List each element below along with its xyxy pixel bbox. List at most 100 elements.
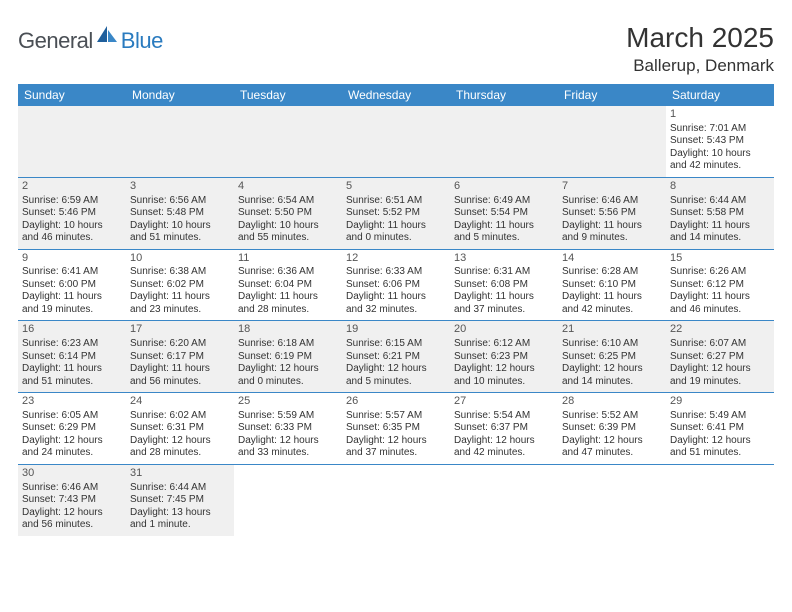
cell-line: Sunset: 5:56 PM — [562, 207, 662, 220]
cell-line: and 32 minutes. — [346, 304, 446, 317]
calendar-cell: 13Sunrise: 6:31 AMSunset: 6:08 PMDayligh… — [450, 249, 558, 321]
calendar-cell — [666, 464, 774, 535]
logo: General Blue — [18, 26, 163, 55]
day-number: 2 — [22, 180, 122, 194]
calendar-cell: 25Sunrise: 5:59 AMSunset: 6:33 PMDayligh… — [234, 393, 342, 465]
calendar-cell: 2Sunrise: 6:59 AMSunset: 5:46 PMDaylight… — [18, 177, 126, 249]
cell-line: Sunset: 7:43 PM — [22, 494, 122, 507]
day-number: 7 — [562, 180, 662, 194]
cell-line: Sunset: 6:08 PM — [454, 279, 554, 292]
cell-line: and 51 minutes. — [22, 376, 122, 389]
calendar-cell: 3Sunrise: 6:56 AMSunset: 5:48 PMDaylight… — [126, 177, 234, 249]
cell-line: Daylight: 11 hours — [22, 363, 122, 376]
calendar-week-row: 30Sunrise: 6:46 AMSunset: 7:43 PMDayligh… — [18, 464, 774, 535]
calendar-cell: 5Sunrise: 6:51 AMSunset: 5:52 PMDaylight… — [342, 177, 450, 249]
day-number: 19 — [346, 323, 446, 337]
cell-line: Sunrise: 6:49 AM — [454, 195, 554, 208]
cell-line: Sunrise: 7:01 AM — [670, 123, 770, 136]
cell-line: Sunset: 5:43 PM — [670, 135, 770, 148]
day-number: 8 — [670, 180, 770, 194]
day-number: 31 — [130, 467, 230, 481]
cell-line: Sunset: 7:45 PM — [130, 494, 230, 507]
cell-line: and 19 minutes. — [670, 376, 770, 389]
calendar-cell — [234, 106, 342, 177]
cell-line: and 28 minutes. — [238, 304, 338, 317]
day-number: 29 — [670, 395, 770, 409]
calendar-cell: 24Sunrise: 6:02 AMSunset: 6:31 PMDayligh… — [126, 393, 234, 465]
calendar-cell: 6Sunrise: 6:49 AMSunset: 5:54 PMDaylight… — [450, 177, 558, 249]
calendar-cell: 23Sunrise: 6:05 AMSunset: 6:29 PMDayligh… — [18, 393, 126, 465]
cell-line: Sunset: 6:00 PM — [22, 279, 122, 292]
day-number: 28 — [562, 395, 662, 409]
cell-line: Daylight: 11 hours — [562, 220, 662, 233]
calendar-cell — [18, 106, 126, 177]
calendar-cell: 27Sunrise: 5:54 AMSunset: 6:37 PMDayligh… — [450, 393, 558, 465]
cell-line: and 0 minutes. — [346, 232, 446, 245]
calendar-cell: 31Sunrise: 6:44 AMSunset: 7:45 PMDayligh… — [126, 464, 234, 535]
day-number: 23 — [22, 395, 122, 409]
cell-line: Daylight: 12 hours — [238, 363, 338, 376]
cell-line: and 14 minutes. — [562, 376, 662, 389]
calendar-cell: 10Sunrise: 6:38 AMSunset: 6:02 PMDayligh… — [126, 249, 234, 321]
cell-line: and 42 minutes. — [562, 304, 662, 317]
day-header: Saturday — [666, 84, 774, 106]
cell-line: and 10 minutes. — [454, 376, 554, 389]
cell-line: and 19 minutes. — [22, 304, 122, 317]
calendar-cell: 4Sunrise: 6:54 AMSunset: 5:50 PMDaylight… — [234, 177, 342, 249]
calendar-cell: 14Sunrise: 6:28 AMSunset: 6:10 PMDayligh… — [558, 249, 666, 321]
cell-line: Sunset: 6:17 PM — [130, 351, 230, 364]
cell-line: Daylight: 11 hours — [346, 220, 446, 233]
cell-line: Daylight: 11 hours — [670, 220, 770, 233]
day-number: 6 — [454, 180, 554, 194]
day-number: 25 — [238, 395, 338, 409]
cell-line: Sunrise: 5:49 AM — [670, 410, 770, 423]
calendar-cell: 19Sunrise: 6:15 AMSunset: 6:21 PMDayligh… — [342, 321, 450, 393]
cell-line: Daylight: 12 hours — [238, 435, 338, 448]
cell-line: Daylight: 12 hours — [22, 507, 122, 520]
cell-line: Daylight: 11 hours — [130, 363, 230, 376]
title-block: March 2025 Ballerup, Denmark — [626, 22, 774, 76]
cell-line: and 1 minute. — [130, 519, 230, 532]
cell-line: Daylight: 13 hours — [130, 507, 230, 520]
cell-line: Sunrise: 6:44 AM — [670, 195, 770, 208]
cell-line: Sunrise: 6:10 AM — [562, 338, 662, 351]
cell-line: Sunrise: 6:46 AM — [22, 482, 122, 495]
calendar-cell: 29Sunrise: 5:49 AMSunset: 6:41 PMDayligh… — [666, 393, 774, 465]
cell-line: Sunset: 6:37 PM — [454, 422, 554, 435]
cell-line: and 55 minutes. — [238, 232, 338, 245]
cell-line: Daylight: 10 hours — [670, 148, 770, 161]
cell-line: Sunrise: 6:33 AM — [346, 266, 446, 279]
cell-line: Sunrise: 6:12 AM — [454, 338, 554, 351]
cell-line: and 14 minutes. — [670, 232, 770, 245]
day-number: 30 — [22, 467, 122, 481]
cell-line: Sunset: 5:52 PM — [346, 207, 446, 220]
cell-line: and 9 minutes. — [562, 232, 662, 245]
calendar-cell: 11Sunrise: 6:36 AMSunset: 6:04 PMDayligh… — [234, 249, 342, 321]
cell-line: Sunset: 6:21 PM — [346, 351, 446, 364]
cell-line: Sunset: 6:12 PM — [670, 279, 770, 292]
cell-line: Daylight: 12 hours — [22, 435, 122, 448]
calendar-cell — [558, 106, 666, 177]
cell-line: Sunrise: 5:57 AM — [346, 410, 446, 423]
cell-line: and 51 minutes. — [130, 232, 230, 245]
calendar-cell: 28Sunrise: 5:52 AMSunset: 6:39 PMDayligh… — [558, 393, 666, 465]
cell-line: and 0 minutes. — [238, 376, 338, 389]
day-header: Tuesday — [234, 84, 342, 106]
cell-line: Daylight: 11 hours — [346, 291, 446, 304]
day-header: Thursday — [450, 84, 558, 106]
logo-text-part2: Blue — [121, 28, 163, 54]
cell-line: Sunrise: 6:20 AM — [130, 338, 230, 351]
cell-line: Daylight: 12 hours — [130, 435, 230, 448]
day-number: 1 — [670, 108, 770, 122]
cell-line: Sunrise: 6:46 AM — [562, 195, 662, 208]
day-number: 12 — [346, 252, 446, 266]
calendar-cell: 7Sunrise: 6:46 AMSunset: 5:56 PMDaylight… — [558, 177, 666, 249]
cell-line: Sunrise: 6:31 AM — [454, 266, 554, 279]
calendar-cell — [558, 464, 666, 535]
cell-line: and 37 minutes. — [454, 304, 554, 317]
day-header: Monday — [126, 84, 234, 106]
cell-line: Sunset: 6:29 PM — [22, 422, 122, 435]
cell-line: Sunrise: 6:05 AM — [22, 410, 122, 423]
cell-line: Daylight: 10 hours — [22, 220, 122, 233]
cell-line: Daylight: 11 hours — [454, 220, 554, 233]
